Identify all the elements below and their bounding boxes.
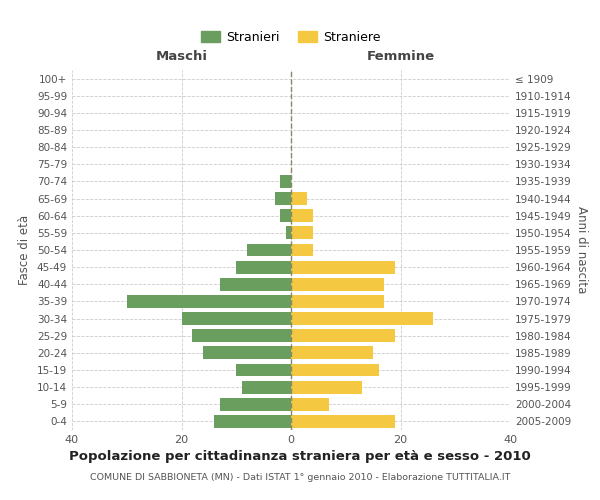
Bar xyxy=(291,210,313,222)
Bar xyxy=(291,295,384,308)
Text: Popolazione per cittadinanza straniera per età e sesso - 2010: Popolazione per cittadinanza straniera p… xyxy=(69,450,531,463)
Bar xyxy=(280,175,291,188)
Text: Femmine: Femmine xyxy=(367,50,434,63)
Bar xyxy=(291,346,373,360)
Bar xyxy=(291,330,395,342)
Bar xyxy=(242,380,291,394)
Bar xyxy=(220,398,291,410)
Y-axis label: Anni di nascita: Anni di nascita xyxy=(575,206,588,294)
Bar xyxy=(275,192,291,205)
Bar xyxy=(280,210,291,222)
Bar xyxy=(291,192,307,205)
Bar xyxy=(182,312,291,325)
Bar xyxy=(291,226,313,239)
Text: COMUNE DI SABBIONETA (MN) - Dati ISTAT 1° gennaio 2010 - Elaborazione TUTTITALIA: COMUNE DI SABBIONETA (MN) - Dati ISTAT 1… xyxy=(90,472,510,482)
Bar xyxy=(291,398,329,410)
Legend: Stranieri, Straniere: Stranieri, Straniere xyxy=(196,26,386,49)
Bar xyxy=(286,226,291,239)
Text: Maschi: Maschi xyxy=(155,50,208,63)
Bar xyxy=(291,380,362,394)
Bar xyxy=(291,415,395,428)
Bar xyxy=(291,278,384,290)
Bar xyxy=(247,244,291,256)
Y-axis label: Fasce di età: Fasce di età xyxy=(19,215,31,285)
Bar xyxy=(291,244,313,256)
Bar xyxy=(193,330,291,342)
Bar xyxy=(291,260,395,274)
Bar xyxy=(291,312,433,325)
Bar xyxy=(127,295,291,308)
Bar xyxy=(214,415,291,428)
Bar xyxy=(236,364,291,376)
Bar xyxy=(203,346,291,360)
Bar xyxy=(236,260,291,274)
Bar xyxy=(291,364,379,376)
Bar xyxy=(220,278,291,290)
